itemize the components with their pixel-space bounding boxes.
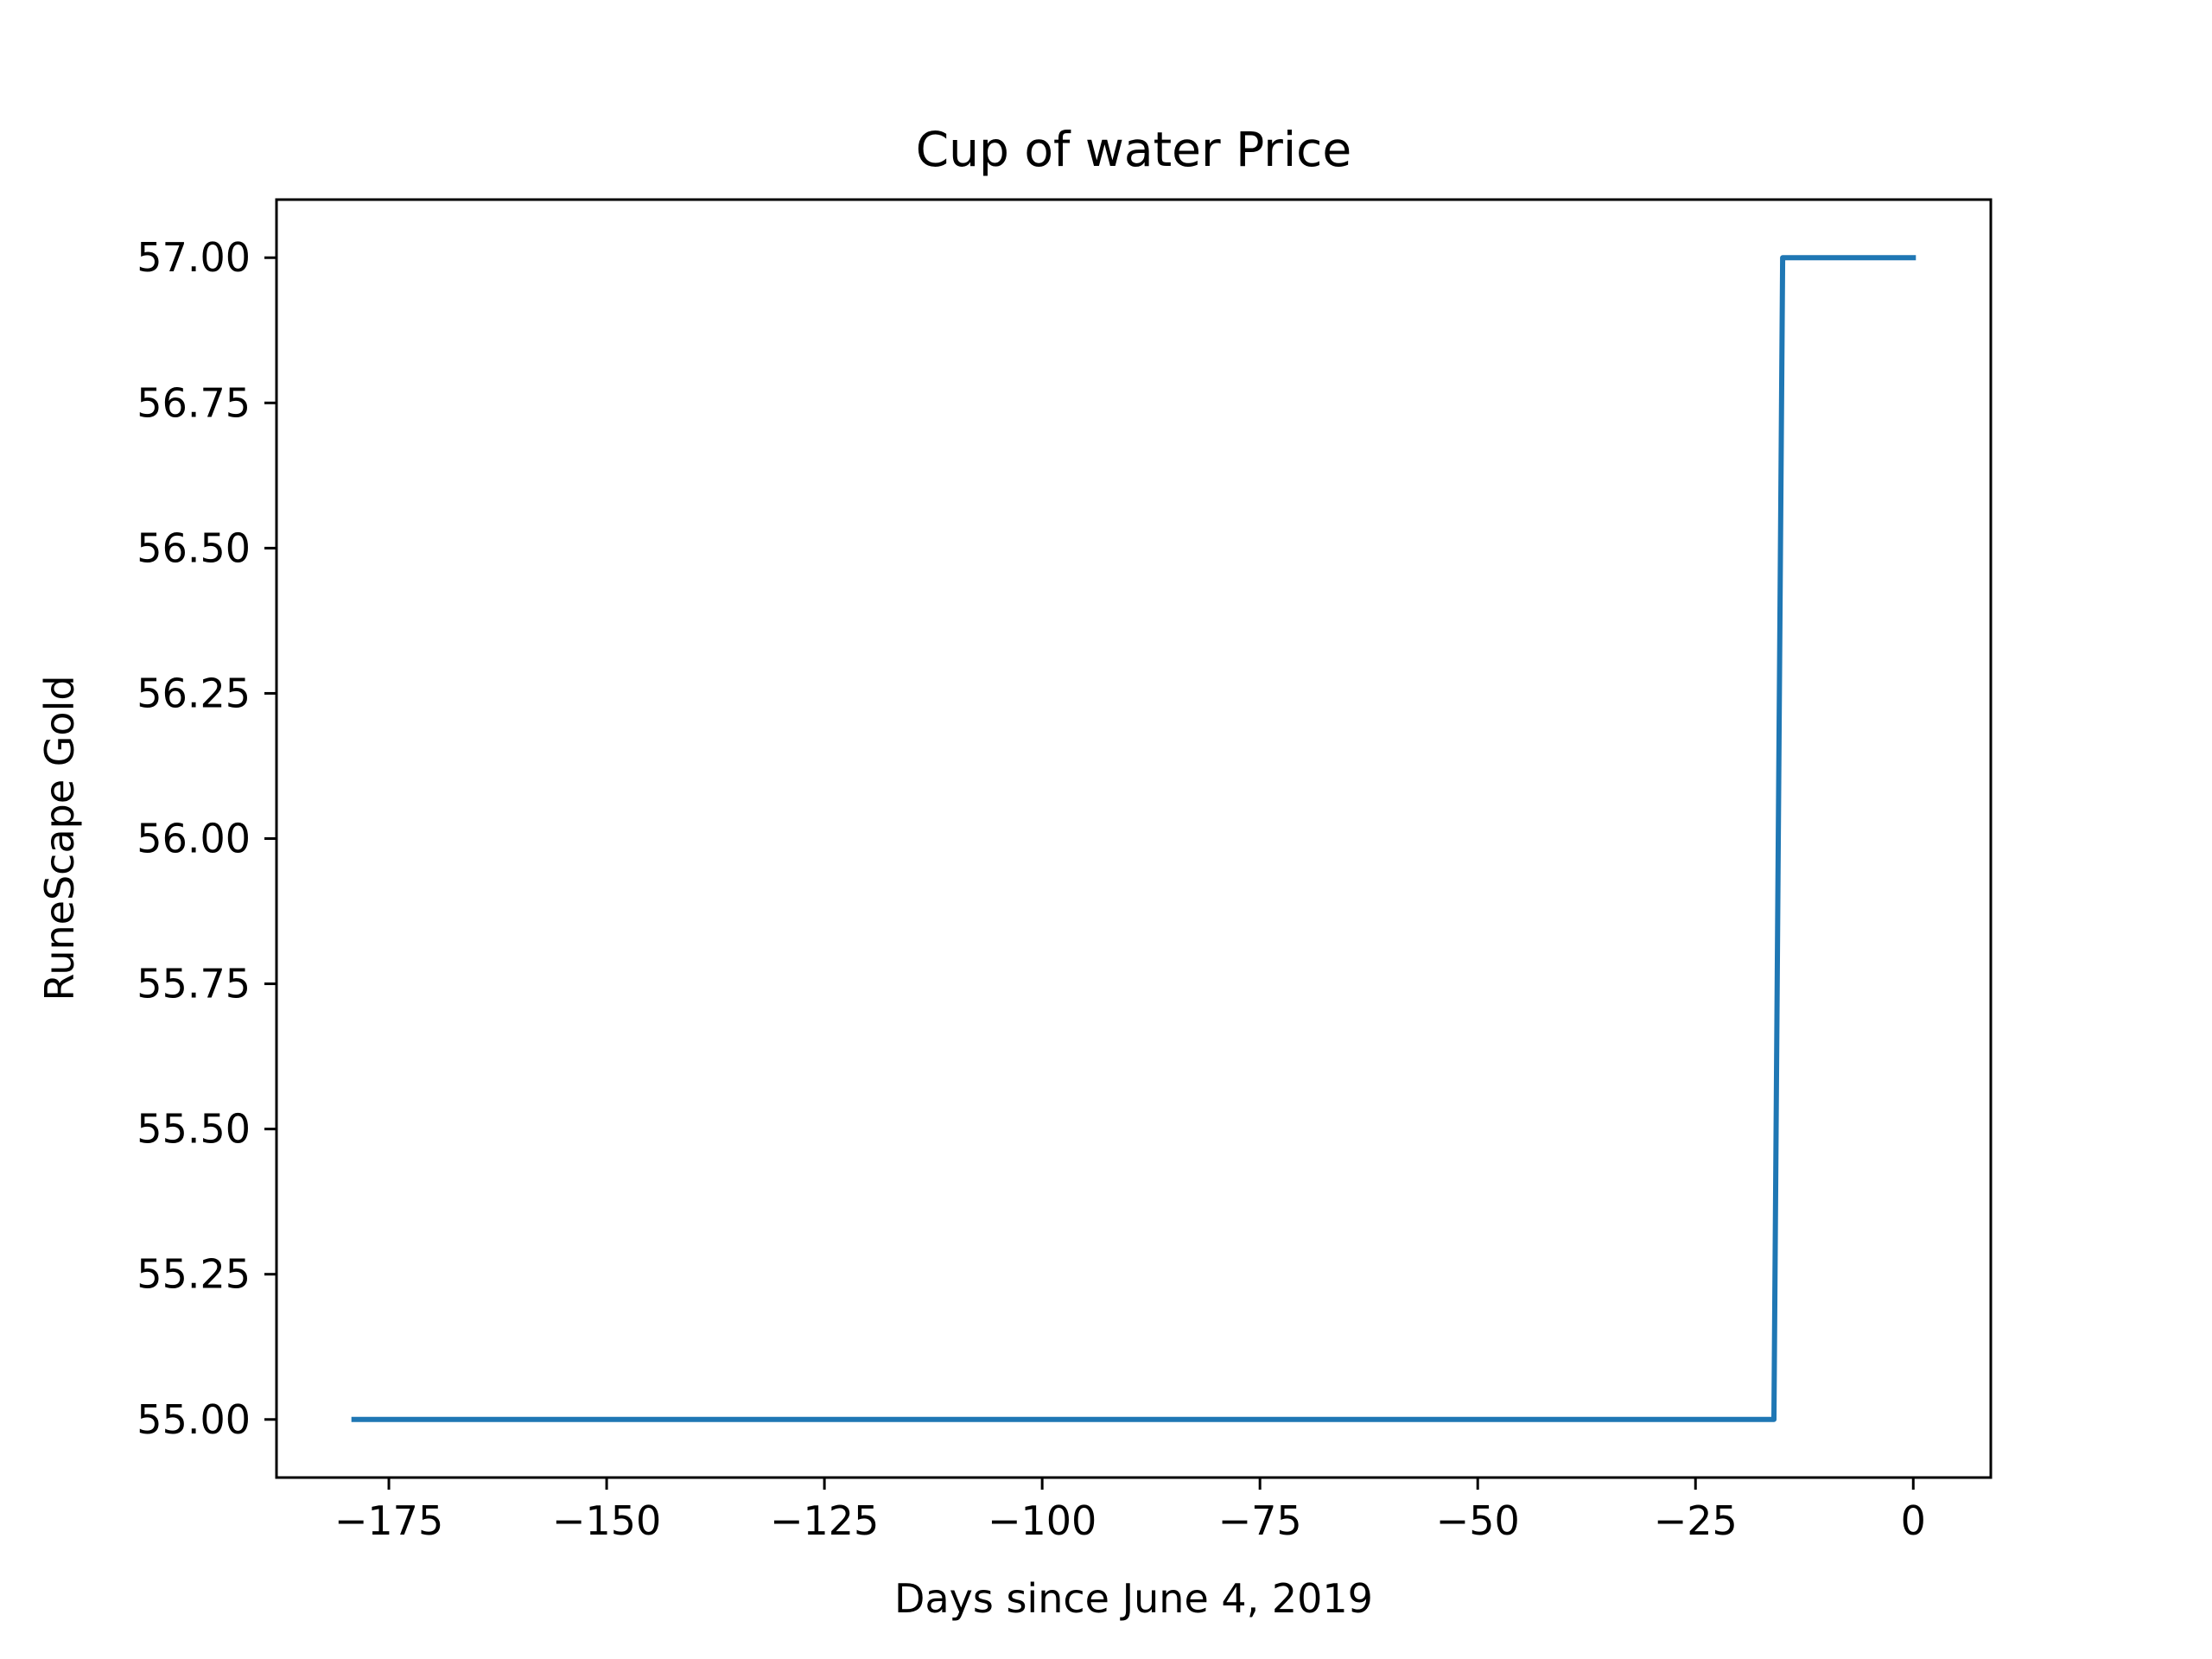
series-layer [351, 255, 1916, 1422]
y-tick-label: 56.50 [137, 524, 251, 571]
y-tick-label: 55.75 [137, 961, 251, 1007]
y-tick-label: 56.25 [137, 670, 251, 716]
y-axis-ticks: 55.00 55.25 55.50 55.75 56.00 56.25 56.50 56.75… [137, 234, 276, 1443]
y-tick-label: 55.00 [137, 1396, 251, 1443]
x-tick-label: 0 [1901, 1497, 1926, 1544]
x-axis-ticks: −175 −150 −125 −100 −75 −50 −25 0 [334, 1478, 1926, 1544]
y-tick-label: 56.00 [137, 816, 251, 862]
y-tick-label: 55.25 [137, 1251, 251, 1298]
x-tick-label: −100 [988, 1497, 1096, 1544]
price-series-line [351, 255, 1916, 1422]
x-axis-label: Days since June 4, 2019 [894, 1575, 1373, 1622]
plot-background [276, 200, 1991, 1478]
x-tick-label: −50 [1436, 1497, 1520, 1544]
y-tick-label: 57.00 [137, 234, 251, 281]
x-tick-label: −25 [1654, 1497, 1738, 1544]
x-tick-label: −125 [770, 1497, 879, 1544]
y-tick-label: 56.75 [137, 379, 251, 426]
x-tick-label: −175 [334, 1497, 443, 1544]
y-axis-label: RuneScape Gold [36, 675, 83, 1001]
x-tick-label: −150 [552, 1497, 661, 1544]
x-tick-label: −75 [1218, 1497, 1302, 1544]
y-tick-label: 55.50 [137, 1106, 251, 1153]
chart-title: Cup of water Price [916, 122, 1352, 177]
